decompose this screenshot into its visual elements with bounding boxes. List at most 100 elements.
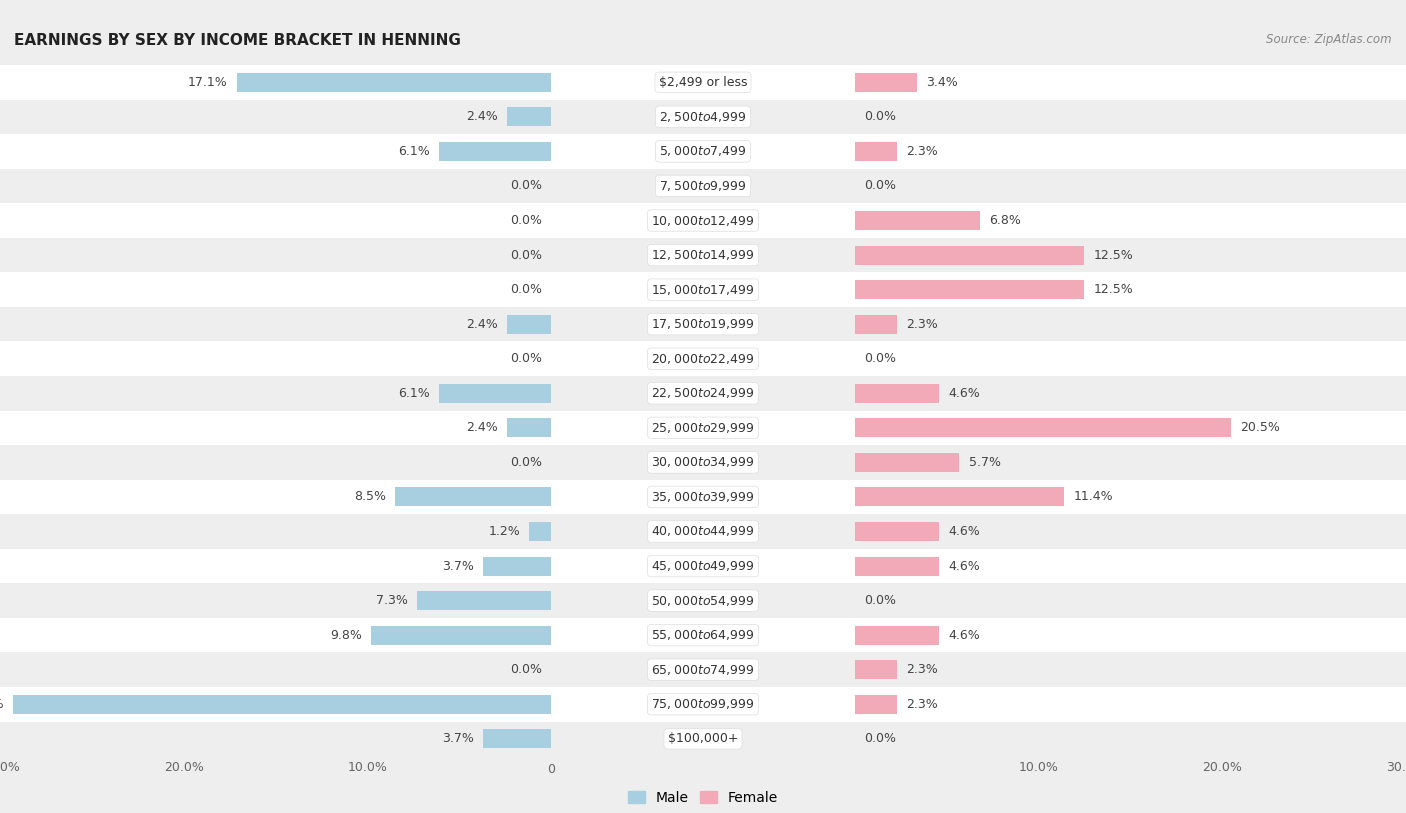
Bar — [0, 515, 551, 549]
Bar — [484, 557, 551, 576]
Bar — [0, 411, 551, 446]
Bar — [508, 315, 551, 333]
Bar — [551, 515, 855, 549]
Text: 2.3%: 2.3% — [905, 145, 938, 158]
Text: 2.3%: 2.3% — [905, 698, 938, 711]
Bar — [855, 618, 1406, 652]
Text: 8.5%: 8.5% — [354, 490, 387, 503]
Text: $45,000 to $49,999: $45,000 to $49,999 — [651, 559, 755, 573]
Text: EARNINGS BY SEX BY INCOME BRACKET IN HENNING: EARNINGS BY SEX BY INCOME BRACKET IN HEN… — [14, 33, 461, 47]
Text: 2.4%: 2.4% — [467, 111, 498, 124]
Bar — [395, 488, 551, 506]
Bar — [855, 272, 1406, 307]
Bar — [508, 419, 551, 437]
Text: 0: 0 — [547, 763, 555, 776]
Bar — [551, 446, 855, 480]
Text: 0.0%: 0.0% — [863, 111, 896, 124]
Text: 0.0%: 0.0% — [510, 283, 543, 296]
Bar — [0, 618, 551, 652]
Bar — [439, 142, 551, 161]
Bar — [529, 522, 551, 541]
Bar — [484, 729, 551, 748]
Bar — [855, 99, 1406, 134]
Text: 29.3%: 29.3% — [0, 698, 4, 711]
Bar — [855, 65, 1406, 99]
Bar — [855, 515, 1406, 549]
Legend: Male, Female: Male, Female — [628, 791, 778, 805]
Bar — [855, 695, 897, 714]
Bar — [551, 203, 855, 237]
Bar — [855, 142, 897, 161]
Bar — [0, 272, 551, 307]
Bar — [855, 211, 980, 230]
Bar — [0, 549, 551, 584]
Text: $35,000 to $39,999: $35,000 to $39,999 — [651, 490, 755, 504]
Text: 1.2%: 1.2% — [488, 525, 520, 538]
Bar — [0, 480, 551, 515]
Bar — [855, 169, 1406, 203]
Bar — [855, 446, 1406, 480]
Bar — [551, 134, 855, 169]
Bar — [0, 134, 551, 169]
Text: $100,000+: $100,000+ — [668, 733, 738, 746]
Bar — [855, 488, 1064, 506]
Bar — [855, 722, 1406, 756]
Text: 5.7%: 5.7% — [969, 456, 1001, 469]
Bar — [855, 134, 1406, 169]
Bar — [551, 237, 855, 272]
Bar — [0, 99, 551, 134]
Bar — [551, 65, 855, 99]
Text: 11.4%: 11.4% — [1073, 490, 1114, 503]
Text: 0.0%: 0.0% — [510, 180, 543, 193]
Bar — [551, 411, 855, 446]
Bar — [855, 453, 959, 472]
Bar — [551, 652, 855, 687]
Bar — [551, 341, 855, 376]
Text: $50,000 to $54,999: $50,000 to $54,999 — [651, 593, 755, 607]
Text: $55,000 to $64,999: $55,000 to $64,999 — [651, 628, 755, 642]
Text: $10,000 to $12,499: $10,000 to $12,499 — [651, 214, 755, 228]
Text: 7.3%: 7.3% — [377, 594, 408, 607]
Bar — [855, 480, 1406, 515]
Text: $25,000 to $29,999: $25,000 to $29,999 — [651, 421, 755, 435]
Bar — [551, 549, 855, 584]
Bar — [0, 307, 551, 341]
Bar — [855, 384, 939, 402]
Text: $12,500 to $14,999: $12,500 to $14,999 — [651, 248, 755, 262]
Bar — [551, 584, 855, 618]
Text: $20,000 to $22,499: $20,000 to $22,499 — [651, 352, 755, 366]
Bar — [0, 722, 551, 756]
Text: 4.6%: 4.6% — [949, 559, 980, 572]
Bar — [551, 687, 855, 722]
Text: 12.5%: 12.5% — [1094, 283, 1133, 296]
Bar — [0, 376, 551, 411]
Text: $15,000 to $17,499: $15,000 to $17,499 — [651, 283, 755, 297]
Text: 0.0%: 0.0% — [510, 456, 543, 469]
Bar — [855, 203, 1406, 237]
Text: 0.0%: 0.0% — [863, 733, 896, 746]
Text: 6.1%: 6.1% — [398, 387, 430, 400]
Bar — [855, 246, 1084, 264]
Text: 0.0%: 0.0% — [863, 352, 896, 365]
Bar — [855, 626, 939, 645]
Text: 0.0%: 0.0% — [510, 249, 543, 262]
Bar — [0, 687, 551, 722]
Text: $40,000 to $44,999: $40,000 to $44,999 — [651, 524, 755, 538]
Text: $2,499 or less: $2,499 or less — [659, 76, 747, 89]
Bar — [855, 315, 897, 333]
Bar — [0, 652, 551, 687]
Text: 3.7%: 3.7% — [443, 733, 474, 746]
Bar — [855, 73, 917, 92]
Text: 4.6%: 4.6% — [949, 628, 980, 641]
Text: $75,000 to $99,999: $75,000 to $99,999 — [651, 698, 755, 711]
Text: 17.1%: 17.1% — [188, 76, 228, 89]
Bar — [855, 660, 897, 679]
Bar — [418, 591, 551, 610]
Text: 0.0%: 0.0% — [863, 180, 896, 193]
Text: $5,000 to $7,499: $5,000 to $7,499 — [659, 145, 747, 159]
Bar — [855, 557, 939, 576]
Bar — [551, 376, 855, 411]
Bar — [0, 169, 551, 203]
Text: 0.0%: 0.0% — [510, 663, 543, 676]
Text: 2.4%: 2.4% — [467, 421, 498, 434]
